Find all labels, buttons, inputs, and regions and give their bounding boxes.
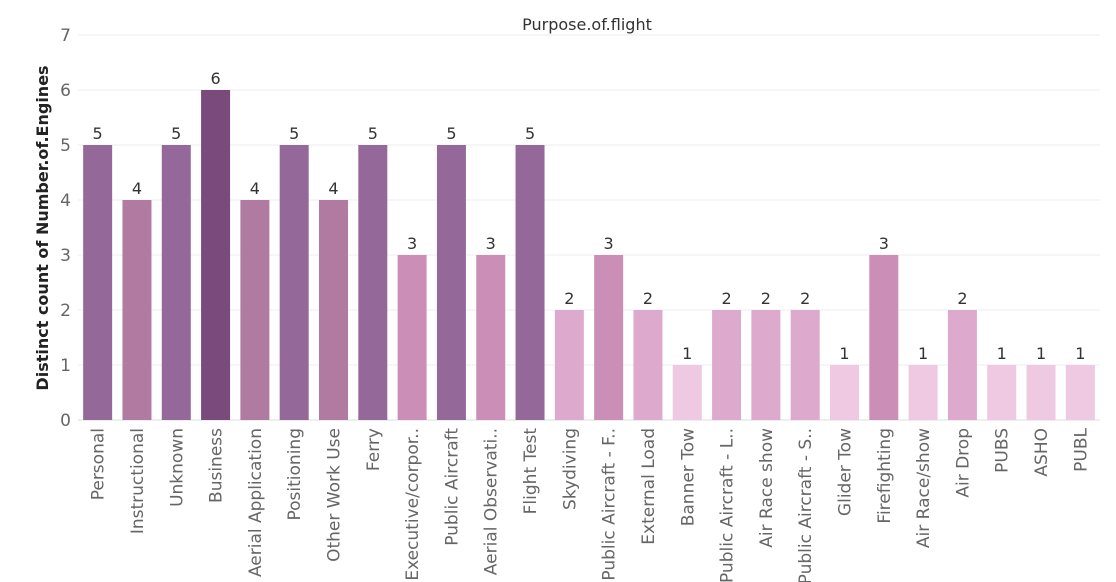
data-label: 2 (800, 289, 810, 308)
bar[interactable] (908, 365, 938, 420)
bar[interactable] (476, 255, 506, 420)
x-tick-label: PUBS (993, 428, 1013, 473)
x-tick-label: Aerial Application (246, 428, 266, 577)
bars (83, 90, 1095, 420)
x-tick-label: Positioning (285, 428, 305, 520)
x-tick-label: Public Aircraft (442, 428, 462, 546)
data-label: 2 (957, 289, 967, 308)
y-tick-label: 6 (60, 81, 71, 101)
bar[interactable] (436, 145, 466, 420)
y-tick-label: 3 (60, 246, 71, 266)
x-tick-label: Business (207, 428, 227, 503)
x-tick-label: Skydiving (560, 428, 580, 510)
data-label: 2 (721, 289, 731, 308)
data-label: 3 (604, 234, 614, 253)
y-tick-label: 1 (60, 356, 71, 376)
x-tick-label: Personal (89, 428, 109, 500)
x-tick-label: Air Drop (953, 428, 973, 498)
bar[interactable] (751, 310, 781, 420)
x-tick-label: Banner Tow (678, 428, 698, 526)
data-label: 5 (93, 124, 103, 143)
bar[interactable] (515, 145, 545, 420)
y-tick-label: 4 (60, 191, 71, 211)
y-tick-label: 0 (60, 411, 71, 431)
bar[interactable] (712, 310, 742, 420)
x-tick-label: ASHO (1032, 428, 1052, 477)
x-tick-label: Executive/corpor.. (403, 428, 423, 581)
bar[interactable] (83, 145, 113, 420)
bar[interactable] (201, 90, 231, 420)
data-labels: 5 4 5 6 4 5 4 5 3 5 3 5 2 3 2 1 2 2 2 1 3 1 2 1 1 1 (93, 69, 1086, 363)
bar[interactable] (1026, 365, 1056, 420)
x-tick-label: Public Aircraft - S.. (796, 428, 816, 582)
data-label: 6 (210, 69, 220, 88)
x-tick-label: Air Race/show (914, 428, 934, 548)
bar[interactable] (397, 255, 427, 420)
bar[interactable] (161, 145, 191, 420)
data-label: 2 (643, 289, 653, 308)
data-label: 1 (1075, 344, 1085, 363)
x-tick-label: Public Aircraft - L.. (718, 428, 738, 582)
data-label: 3 (879, 234, 889, 253)
x-tick-label: Firefighting (875, 428, 895, 524)
bar[interactable] (987, 365, 1017, 420)
x-tick-label: External Load (639, 428, 659, 545)
x-tick-label: PUBL (1071, 427, 1091, 471)
bar[interactable] (830, 365, 859, 420)
bar[interactable] (633, 310, 663, 420)
data-label: 4 (132, 179, 142, 198)
x-tick-label: Ferry (364, 428, 384, 471)
y-tick-label: 5 (60, 136, 71, 156)
bar[interactable] (319, 200, 348, 420)
data-label: 1 (682, 344, 692, 363)
y-tick-label: 2 (60, 301, 71, 321)
x-tick-label: Instructional (128, 428, 148, 534)
data-label: 2 (564, 289, 574, 308)
x-tick-label: Flight Test (521, 428, 541, 515)
x-tick-label: Other Work Use (325, 428, 345, 562)
y-axis-ticks: 0 1 2 3 4 5 6 7 (60, 26, 71, 431)
data-label: 5 (525, 124, 535, 143)
data-label: 3 (407, 234, 417, 253)
x-axis-ticks: Personal Instructional Unknown Business Aeri… (89, 427, 1092, 582)
bar[interactable] (122, 200, 152, 420)
data-label: 5 (446, 124, 456, 143)
data-label: 1 (1036, 344, 1046, 363)
bar[interactable] (240, 200, 270, 420)
data-label: 5 (368, 124, 378, 143)
y-axis-label: Distinct count of Number.of.Engines (33, 65, 52, 390)
bar[interactable] (554, 310, 584, 420)
bar[interactable] (947, 310, 977, 420)
x-tick-label: Aerial Observati.. (482, 428, 502, 575)
bar[interactable] (790, 310, 820, 420)
gridlines (78, 34, 1100, 421)
chart-title: Purpose.of.flight (522, 15, 652, 34)
bar[interactable] (358, 145, 388, 420)
x-tick-label: Public Aircraft - F.. (600, 428, 620, 581)
x-tick-label: Unknown (167, 428, 187, 507)
data-label: 1 (839, 344, 849, 363)
data-label: 4 (328, 179, 338, 198)
data-label: 5 (289, 124, 299, 143)
data-label: 3 (486, 234, 496, 253)
x-tick-label: Air Race show (757, 428, 777, 548)
data-label: 1 (918, 344, 928, 363)
bar[interactable] (869, 255, 899, 420)
x-tick-label: Glider Tow (836, 428, 856, 516)
bar[interactable] (672, 365, 702, 420)
bar[interactable] (279, 145, 309, 420)
y-tick-label: 7 (60, 26, 71, 46)
data-label: 5 (171, 124, 181, 143)
data-label: 2 (761, 289, 771, 308)
data-label: 1 (997, 344, 1007, 363)
data-label: 4 (250, 179, 260, 198)
bar[interactable] (1065, 365, 1095, 420)
bar[interactable] (594, 255, 624, 420)
